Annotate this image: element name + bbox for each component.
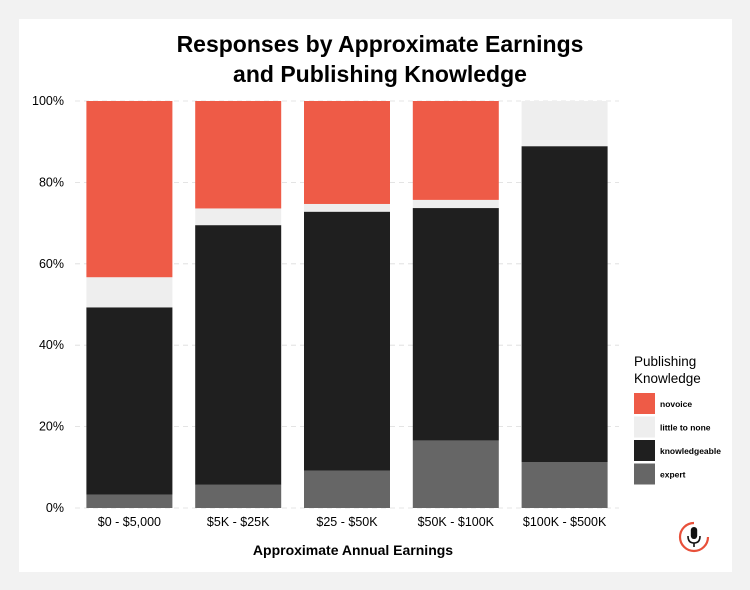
- bars: [86, 101, 608, 508]
- bar-segment-little-to-none: [86, 277, 173, 308]
- y-tick-label: 20%: [39, 420, 64, 434]
- bar-segment-little-to-none: [412, 199, 499, 209]
- legend-title-line-1: Publishing: [634, 354, 696, 369]
- x-tick-label: $100K - $500K: [523, 515, 607, 529]
- chart-card: Responses by Approximate Earnings and Pu…: [19, 19, 732, 572]
- logo-ring: [678, 521, 710, 553]
- bar-segment-knowledgeable: [86, 307, 173, 495]
- bar-segment-expert: [521, 462, 608, 508]
- chart-title-line-2: and Publishing Knowledge: [233, 61, 527, 87]
- legend-swatch-little-to-none: [634, 416, 655, 438]
- bar-segment-novoice: [195, 101, 282, 209]
- bar-segment-little-to-none: [521, 101, 608, 147]
- microphone-logo: [678, 521, 710, 553]
- bar-segment-novoice: [304, 101, 390, 204]
- bar-segment-expert: [304, 470, 390, 508]
- bar-segment-expert: [195, 484, 282, 508]
- bar-segment-little-to-none: [195, 208, 282, 226]
- legend-label: little to none: [660, 423, 711, 433]
- bar-segment-knowledgeable: [304, 211, 390, 471]
- y-tick-label: 60%: [39, 257, 64, 271]
- bar-segment-knowledgeable: [412, 208, 499, 441]
- x-tick-label: $50K - $100K: [418, 515, 495, 529]
- legend-swatch-knowledgeable: [634, 440, 655, 461]
- bar-segment-expert: [412, 440, 499, 508]
- bar-segment-knowledgeable: [195, 225, 282, 485]
- x-axis-label: Approximate Annual Earnings: [253, 542, 453, 558]
- bar-segment-novoice: [86, 101, 173, 278]
- x-axis-ticks: $0 - $5,000 $5K - $25K $25 - $50K $50K - $1…: [98, 515, 607, 529]
- bar-segment-novoice: [412, 101, 499, 200]
- chart-title-line-1: Responses by Approximate Earnings: [177, 31, 584, 57]
- y-tick-label: 100%: [32, 94, 64, 108]
- y-tick-label: 80%: [39, 175, 64, 189]
- stacked-bar-chart: Responses by Approximate Earnings and Pu…: [32, 31, 721, 558]
- microphone-icon: [690, 527, 698, 539]
- y-tick-label: 40%: [39, 338, 64, 352]
- x-tick-label: $0 - $5,000: [98, 515, 161, 529]
- bar-segment-knowledgeable: [521, 146, 608, 463]
- y-axis-ticks: 0% 20% 40% 60% 80% 100%: [32, 94, 64, 515]
- legend-label: novoice: [660, 399, 692, 409]
- legend: Publishing Knowledge novoice little to no…: [634, 354, 721, 485]
- bar-segment-expert: [86, 494, 173, 508]
- legend-swatch-novoice: [634, 393, 655, 414]
- legend-label: expert: [660, 470, 686, 480]
- bar-segment-little-to-none: [304, 203, 390, 212]
- y-tick-label: 0%: [46, 501, 64, 515]
- legend-title-line-2: Knowledge: [634, 371, 701, 386]
- x-tick-label: $25 - $50K: [316, 515, 378, 529]
- x-tick-label: $5K - $25K: [207, 515, 270, 529]
- legend-swatch-expert: [634, 463, 655, 485]
- legend-label: knowledgeable: [660, 446, 721, 456]
